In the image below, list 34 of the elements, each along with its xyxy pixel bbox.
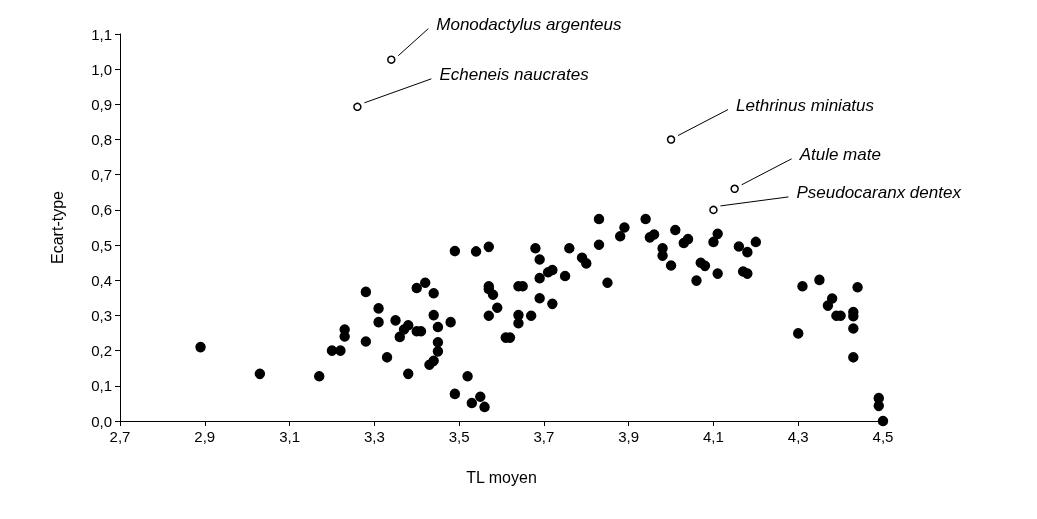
point (730, 184, 739, 194)
x-tick-label: 2,7 (109, 428, 131, 445)
annotation: Atule mate (798, 145, 881, 165)
point (387, 55, 396, 64)
y-axis-title: Ecart-type (48, 190, 66, 264)
x-tick-label: 3,1 (279, 428, 300, 445)
y-tick-label: 0,8 (91, 131, 112, 149)
annotation: Lethrinus miniatus (736, 96, 875, 116)
x-tick-label: 4,5 (872, 428, 894, 445)
y-tick-label: 0,6 (91, 201, 112, 219)
y-tick-label: 0,3 (91, 306, 112, 324)
y-tick-label: 0,2 (91, 342, 112, 360)
x-axis-title: TL moyen (466, 468, 537, 486)
x-tick-label: 3,5 (448, 428, 470, 445)
x-tick-label: 4,1 (703, 428, 724, 445)
annotation: Monodactylus argenteus (436, 15, 623, 35)
x-tick-label: 3,9 (618, 428, 640, 445)
y-tick-label: 0,7 (91, 166, 112, 184)
y-tick-label: 0,0 (91, 412, 112, 430)
y-tick-label: 1,0 (91, 60, 112, 78)
point (709, 205, 718, 215)
y-tick-label: 0,5 (91, 236, 112, 254)
x-tick-label: 4,3 (787, 428, 809, 445)
y-tick-label: 0,1 (91, 377, 112, 395)
annotation: Echeneis naucrates (439, 65, 590, 85)
y-tick-label: 1,1 (91, 25, 112, 43)
annotation: Pseudocaranx dentex (796, 183, 962, 203)
x-tick-label: 2,9 (194, 428, 216, 445)
x-tick-label: 3,3 (363, 428, 385, 445)
y-tick-label: 0,9 (91, 95, 112, 113)
point (353, 102, 362, 112)
point (666, 135, 676, 144)
x-tick-label: 3,7 (533, 428, 555, 445)
y-tick-label: 0,4 (91, 271, 112, 289)
